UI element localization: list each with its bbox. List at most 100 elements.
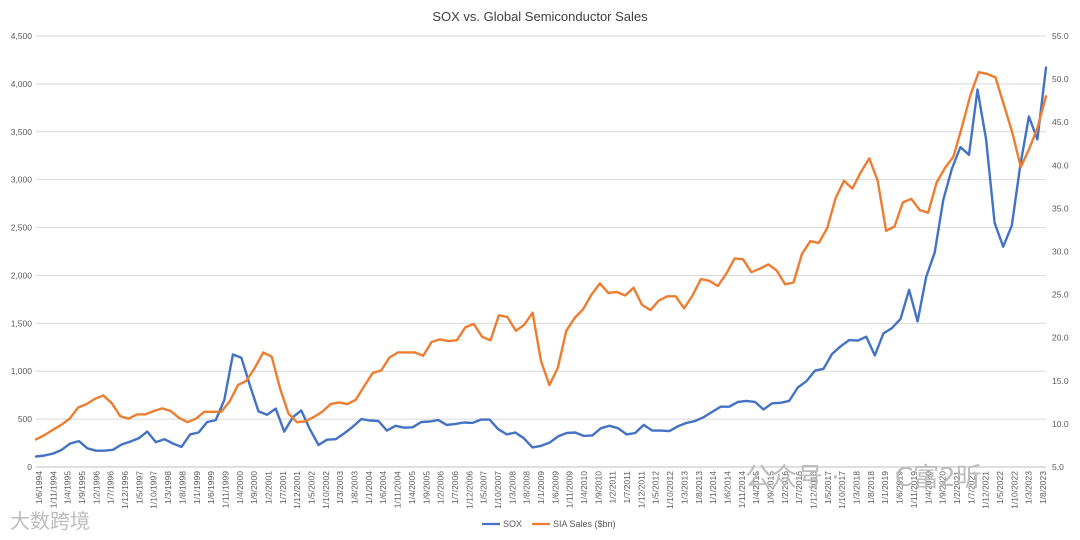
data-point-sia-sales [119, 415, 122, 417]
data-point-sox [685, 422, 688, 424]
data-point-sia-sales [851, 187, 854, 190]
data-point-sia-sales [910, 198, 913, 200]
data-point-sox [694, 420, 696, 422]
data-point-sox [146, 430, 149, 433]
data-point-sia-sales [388, 356, 391, 359]
data-point-sia-sales [211, 410, 214, 413]
x-tick-label: 1/6/2004 [378, 471, 388, 504]
data-point-sia-sales [657, 299, 660, 302]
x-tick-label: 1/8/1998 [177, 471, 187, 504]
data-point-sox [343, 432, 345, 435]
right-tick-label: 20.0 [1052, 333, 1069, 343]
data-point-sia-sales [826, 227, 829, 230]
data-point-sia-sales [338, 401, 340, 404]
data-point-sox [873, 354, 876, 357]
data-point-sox [899, 318, 902, 320]
data-point-sia-sales [801, 253, 803, 256]
data-point-sox [788, 400, 791, 402]
x-tick-label: 1/2/2006 [436, 471, 446, 504]
data-point-sia-sales [641, 304, 643, 306]
data-point-sox [754, 401, 756, 403]
data-point-sox [856, 339, 859, 342]
data-point-sox [120, 443, 123, 446]
data-point-sox [891, 327, 893, 329]
x-tick-label: 1/4/2015 [751, 471, 761, 504]
data-point-sia-sales [380, 369, 382, 372]
data-point-sox [600, 427, 602, 430]
data-point-sox [762, 408, 765, 411]
data-point-sia-sales [716, 285, 719, 287]
data-point-sox [394, 424, 397, 427]
data-point-sox [617, 427, 619, 430]
data-point-sia-sales [750, 271, 753, 274]
data-point-sox [985, 138, 987, 141]
x-tick-label: 1/10/2017 [837, 471, 847, 509]
data-point-sox [865, 335, 868, 338]
data-point-sia-sales [691, 294, 694, 297]
data-point-sia-sales [35, 438, 37, 441]
data-point-sox [651, 429, 654, 432]
data-point-sox [283, 430, 286, 433]
data-point-sia-sales [455, 339, 458, 342]
x-tick-label: 1/4/2005 [407, 471, 417, 504]
x-tick-label: 1/11/2014 [737, 471, 747, 508]
x-tick-label: 1/6/1999 [206, 471, 216, 504]
data-point-sox [642, 424, 645, 426]
data-point-sia-sales [245, 379, 248, 382]
x-tick-label: 1/11/1999 [220, 471, 230, 508]
data-point-sia-sales [405, 351, 408, 354]
x-tick-label: 1/10/2022 [1009, 471, 1019, 509]
left-y-axis: 0 500 1,000 1,500 2,000 2,500 3,000 3,500 4,000 4… [11, 31, 33, 472]
x-tick-label: 1/5/1997 [134, 471, 144, 504]
data-point-sia-sales [329, 403, 332, 405]
data-point-sox [309, 428, 311, 431]
data-point-sox [403, 426, 405, 429]
data-point-sia-sales [363, 385, 366, 387]
data-point-sia-sales [666, 295, 669, 298]
data-point-sia-sales [523, 323, 526, 326]
x-tick-label: 1/6/1994 [34, 471, 44, 504]
data-point-sox [249, 384, 251, 387]
data-point-sia-sales [178, 417, 181, 419]
data-point-sia-sales [615, 291, 618, 293]
data-point-sox [334, 438, 337, 441]
data-point-sox [728, 405, 731, 408]
watermark-bottom-right-prefix: 公众号 · [745, 463, 840, 493]
left-tick-label: 0 [27, 462, 32, 472]
data-point-sia-sales [969, 94, 972, 97]
data-point-sox [463, 421, 465, 424]
data-point-sox [831, 353, 833, 355]
x-tick-label: 1/1/2004 [364, 471, 374, 504]
data-point-sox [822, 367, 825, 370]
data-point-sia-sales [439, 338, 441, 341]
left-tick-label: 3,500 [11, 127, 33, 137]
data-point-sox [317, 444, 320, 446]
data-point-sia-sales [85, 403, 88, 405]
data-point-sox [677, 425, 679, 428]
data-point-sox [916, 320, 919, 323]
data-point-sia-sales [977, 71, 980, 74]
x-tick-label: 1/11/2019 [909, 471, 919, 508]
data-point-sia-sales [498, 314, 500, 317]
data-point-sia-sales [161, 407, 164, 410]
data-point-sia-sales [632, 286, 635, 289]
data-point-sox [608, 424, 611, 427]
data-point-sia-sales [758, 267, 761, 270]
data-point-sox [591, 434, 594, 437]
data-point-sia-sales [346, 403, 349, 405]
data-point-sox [368, 419, 371, 422]
data-point-sia-sales [918, 209, 921, 212]
data-point-sox [942, 198, 945, 201]
data-point-sox [60, 448, 63, 451]
data-point-sox [745, 400, 748, 402]
data-point-sia-sales [262, 351, 265, 354]
data-point-sia-sales [169, 410, 172, 412]
left-tick-label: 3,000 [11, 175, 33, 185]
data-point-sox [634, 432, 637, 434]
data-point-sia-sales [674, 295, 677, 298]
x-tick-label: 1/1/2019 [880, 471, 890, 504]
data-point-sox [976, 88, 979, 91]
data-point-sia-sales [279, 387, 281, 390]
data-point-sox [993, 221, 996, 224]
data-point-sox [386, 429, 388, 432]
